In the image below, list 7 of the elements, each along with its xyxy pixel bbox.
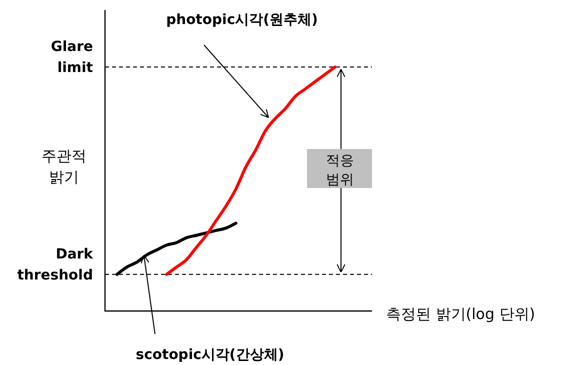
ref-line-label: Glare limit: [50, 39, 94, 76]
text: photopic시각(원추체): [166, 12, 318, 28]
y-axis-title: 주관적 밝기: [42, 147, 86, 186]
annotation: 적응 범위: [326, 153, 354, 188]
x-axis-title: 측정된 밝기(log 단위): [386, 305, 536, 323]
ref-line-label: Dark threshold: [17, 246, 94, 284]
text: scotopic시각(간상체): [136, 347, 284, 363]
